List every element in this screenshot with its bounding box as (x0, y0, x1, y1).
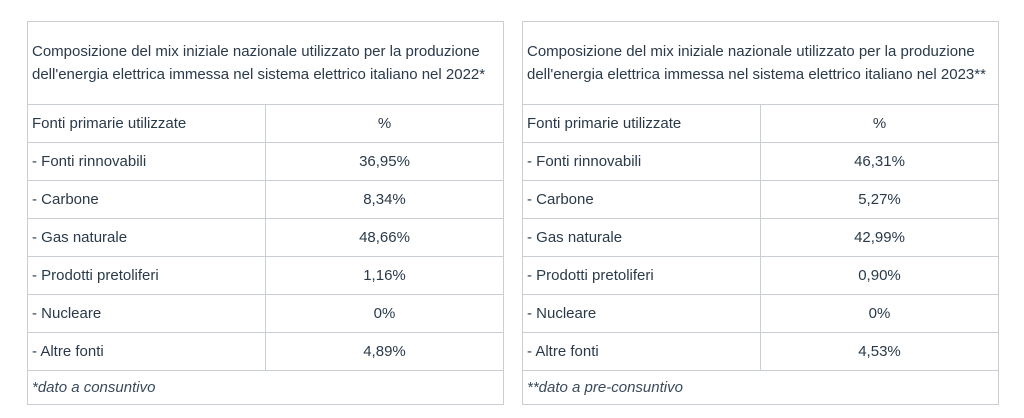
table-row: - Fonti rinnovabili 46,31% (522, 142, 999, 181)
table-row: - Carbone 5,27% (522, 180, 999, 219)
row-value: 8,34% (265, 180, 504, 219)
table-title: Composizione del mix iniziale nazionale … (27, 21, 504, 105)
row-value: 5,27% (760, 180, 999, 219)
row-source: - Nucleare (522, 294, 761, 333)
table-row: - Prodotti pretoliferi 0,90% (522, 256, 999, 295)
table-row: - Prodotti pretoliferi 1,16% (27, 256, 504, 295)
row-value: 0% (265, 294, 504, 333)
header-source: Fonti primarie utilizzate (522, 104, 761, 143)
table-row: - Altre fonti 4,89% (27, 332, 504, 371)
row-value: 4,53% (760, 332, 999, 371)
row-value: 46,31% (760, 142, 999, 181)
table-row: - Gas naturale 48,66% (27, 218, 504, 257)
table-header-row: Fonti primarie utilizzate % (522, 104, 999, 143)
mix-table-2023: Composizione del mix iniziale nazionale … (522, 21, 999, 405)
table-row: - Carbone 8,34% (27, 180, 504, 219)
header-source: Fonti primarie utilizzate (27, 104, 266, 143)
row-value: 48,66% (265, 218, 504, 257)
row-value: 0% (760, 294, 999, 333)
row-source: - Gas naturale (27, 218, 266, 257)
header-unit: % (265, 104, 504, 143)
row-value: 4,89% (265, 332, 504, 371)
row-source: - Carbone (522, 180, 761, 219)
row-value: 36,95% (265, 142, 504, 181)
table-row: - Gas naturale 42,99% (522, 218, 999, 257)
row-source: - Fonti rinnovabili (522, 142, 761, 181)
row-source: - Prodotti pretoliferi (27, 256, 266, 295)
table-row: - Nucleare 0% (522, 294, 999, 333)
row-value: 1,16% (265, 256, 504, 295)
row-source: - Nucleare (27, 294, 266, 333)
row-source: - Fonti rinnovabili (27, 142, 266, 181)
row-value: 0,90% (760, 256, 999, 295)
row-source: - Carbone (27, 180, 266, 219)
table-title: Composizione del mix iniziale nazionale … (522, 21, 999, 105)
row-source: - Gas naturale (522, 218, 761, 257)
table-header-row: Fonti primarie utilizzate % (27, 104, 504, 143)
row-source: - Altre fonti (522, 332, 761, 371)
table-footnote: *dato a consuntivo (27, 370, 504, 405)
header-unit: % (760, 104, 999, 143)
row-value: 42,99% (760, 218, 999, 257)
table-footnote: **dato a pre-consuntivo (522, 370, 999, 405)
mix-table-2022: Composizione del mix iniziale nazionale … (27, 21, 504, 405)
table-row: - Nucleare 0% (27, 294, 504, 333)
row-source: - Prodotti pretoliferi (522, 256, 761, 295)
row-source: - Altre fonti (27, 332, 266, 371)
table-row: - Fonti rinnovabili 36,95% (27, 142, 504, 181)
table-row: - Altre fonti 4,53% (522, 332, 999, 371)
